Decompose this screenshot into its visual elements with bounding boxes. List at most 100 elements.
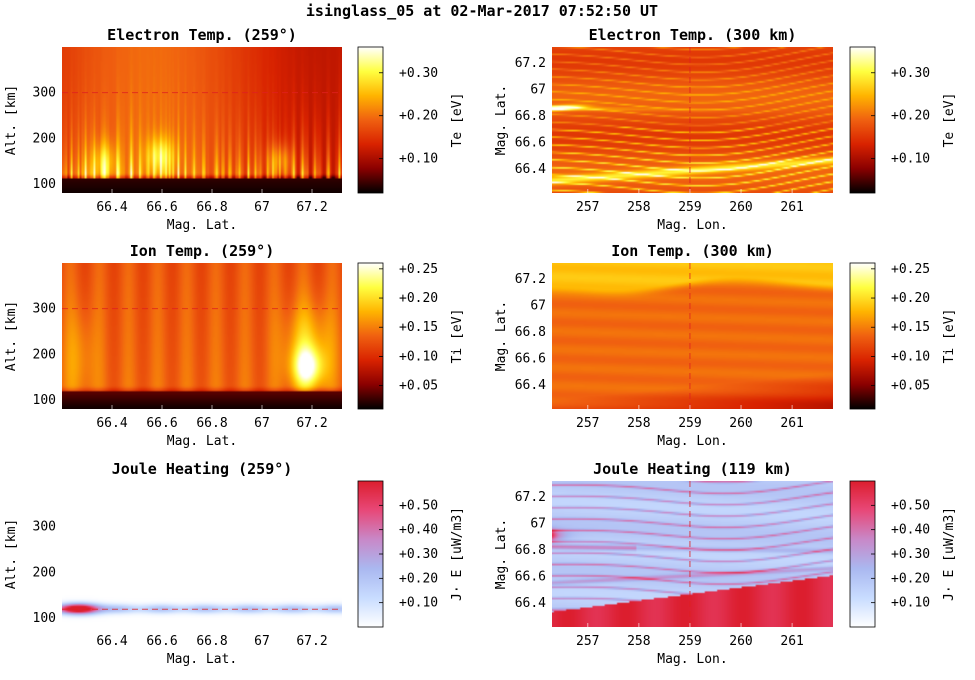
chart-title: Joule Heating (259°) bbox=[112, 460, 293, 478]
colorbar-tick-label: +0.05 bbox=[399, 379, 438, 394]
x-tick-label: 67.2 bbox=[296, 634, 327, 649]
x-tick-label: 66.8 bbox=[196, 200, 227, 215]
x-axis-label: Mag. Lon. bbox=[657, 218, 727, 233]
x-tick-label: 259 bbox=[678, 416, 701, 431]
x-tick-label: 257 bbox=[576, 416, 599, 431]
x-tick-label: 260 bbox=[729, 634, 752, 649]
y-tick-label: 100 bbox=[33, 611, 56, 626]
x-tick-label: 258 bbox=[627, 200, 650, 215]
x-tick-label: 260 bbox=[729, 416, 752, 431]
y-tick-label: 67.2 bbox=[515, 56, 546, 71]
y-tick-label: 66.8 bbox=[515, 325, 546, 340]
x-tick-label: 67 bbox=[254, 634, 270, 649]
x-tick-label: 67.2 bbox=[296, 200, 327, 215]
colorbar-tick-label: +0.50 bbox=[399, 498, 438, 513]
colorbar-tick-label: +0.30 bbox=[399, 547, 438, 562]
x-tick-label: 66.4 bbox=[96, 416, 127, 431]
chart-title: Joule Heating (119 km) bbox=[593, 460, 792, 478]
colorbar-label: J· E [uW/m3] bbox=[450, 507, 465, 601]
colorbar bbox=[849, 262, 876, 410]
x-tick-label: 258 bbox=[627, 416, 650, 431]
chart-title: Electron Temp. (300 km) bbox=[589, 26, 797, 44]
x-tick-label: 259 bbox=[678, 634, 701, 649]
colorbar-tick-label: +0.10 bbox=[399, 349, 438, 364]
x-axis-label: Mag. Lat. bbox=[167, 434, 237, 449]
colorbar-tick-label: +0.10 bbox=[399, 596, 438, 611]
x-axis-label: Mag. Lat. bbox=[167, 218, 237, 233]
chart-title: Electron Temp. (259°) bbox=[107, 26, 297, 44]
colorbar-tick-label: +0.15 bbox=[891, 320, 930, 335]
colorbar-tick-label: +0.30 bbox=[891, 547, 930, 562]
y-axis-label: Mag. Lat. bbox=[494, 85, 509, 155]
colorbar-tick-label: +0.10 bbox=[891, 349, 930, 364]
colorbar-tick-label: +0.30 bbox=[891, 66, 930, 81]
y-axis-label: Mag. Lat. bbox=[494, 301, 509, 371]
x-tick-label: 261 bbox=[780, 200, 803, 215]
x-tick-label: 66.4 bbox=[96, 634, 127, 649]
y-tick-label: 100 bbox=[33, 177, 56, 192]
chart-title: Ion Temp. (259°) bbox=[130, 242, 275, 260]
y-axis-label: Alt. [km] bbox=[4, 519, 19, 589]
colorbar-label: Ti [eV] bbox=[942, 309, 957, 364]
heatmap-image bbox=[552, 263, 833, 409]
y-tick-label: 66.6 bbox=[515, 136, 546, 151]
y-tick-label: 66.6 bbox=[515, 570, 546, 585]
y-tick-label: 200 bbox=[33, 347, 56, 362]
heatmap-image bbox=[62, 263, 342, 409]
x-tick-label: 67 bbox=[254, 200, 270, 215]
y-tick-label: 66.4 bbox=[515, 596, 546, 611]
heatmap-image bbox=[62, 47, 342, 193]
chart-ti_alt: Ion Temp. (259°) 66.4 66.6 66.8 67 67.2 100 200… bbox=[4, 242, 465, 449]
x-tick-label: 66.4 bbox=[96, 200, 127, 215]
colorbar-tick-label: +0.25 bbox=[891, 262, 930, 277]
y-tick-label: 66.6 bbox=[515, 352, 546, 367]
y-tick-label: 100 bbox=[33, 393, 56, 408]
y-tick-label: 300 bbox=[33, 86, 56, 101]
x-tick-label: 66.6 bbox=[146, 634, 177, 649]
colorbar-label: Te [eV] bbox=[450, 93, 465, 148]
chart-te_map: Electron Temp. (300 km) 257 258 259 260 261 66… bbox=[494, 26, 957, 233]
colorbar bbox=[357, 46, 384, 194]
y-axis-label: Alt. [km] bbox=[4, 301, 19, 371]
y-tick-label: 66.4 bbox=[515, 162, 546, 177]
x-tick-label: 66.6 bbox=[146, 200, 177, 215]
colorbar-tick-label: +0.20 bbox=[399, 571, 438, 586]
y-tick-label: 67.2 bbox=[515, 490, 546, 505]
x-tick-label: 258 bbox=[627, 634, 650, 649]
colorbar-tick-label: +0.10 bbox=[891, 596, 930, 611]
x-axis-label: Mag. Lon. bbox=[657, 652, 727, 667]
colorbar-tick-label: +0.20 bbox=[399, 291, 438, 306]
heatmap-image bbox=[552, 47, 833, 193]
colorbar-tick-label: +0.40 bbox=[399, 523, 438, 538]
colorbar-tick-label: +0.30 bbox=[399, 66, 438, 81]
x-tick-label: 259 bbox=[678, 200, 701, 215]
colorbar bbox=[849, 480, 876, 628]
y-tick-label: 67 bbox=[530, 82, 546, 97]
colorbar-label: Ti [eV] bbox=[450, 309, 465, 364]
y-axis-label: Mag. Lat. bbox=[494, 519, 509, 589]
chart-title: Ion Temp. (300 km) bbox=[611, 242, 774, 260]
y-tick-label: 66.8 bbox=[515, 543, 546, 558]
colorbar bbox=[357, 262, 384, 410]
x-tick-label: 66.8 bbox=[196, 634, 227, 649]
x-tick-label: 67.2 bbox=[296, 416, 327, 431]
y-tick-label: 300 bbox=[33, 520, 56, 535]
x-tick-label: 257 bbox=[576, 200, 599, 215]
colorbar bbox=[357, 480, 384, 628]
x-tick-label: 261 bbox=[780, 634, 803, 649]
colorbar-tick-label: +0.50 bbox=[891, 498, 930, 513]
x-axis-label: Mag. Lon. bbox=[657, 434, 727, 449]
x-axis-label: Mag. Lat. bbox=[167, 652, 237, 667]
y-tick-label: 200 bbox=[33, 565, 56, 580]
x-tick-label: 66.6 bbox=[146, 416, 177, 431]
y-tick-label: 66.8 bbox=[515, 109, 546, 124]
x-tick-label: 261 bbox=[780, 416, 803, 431]
colorbar bbox=[849, 46, 876, 194]
y-tick-label: 300 bbox=[33, 302, 56, 317]
y-tick-label: 67 bbox=[530, 298, 546, 313]
heatmap-image bbox=[552, 481, 833, 627]
colorbar-tick-label: +0.25 bbox=[399, 262, 438, 277]
chart-jh_map: Joule Heating (119 km) 257 258 259 260 261 66.… bbox=[494, 460, 957, 667]
heatmap-image bbox=[62, 481, 342, 627]
y-axis-label: Alt. [km] bbox=[4, 85, 19, 155]
